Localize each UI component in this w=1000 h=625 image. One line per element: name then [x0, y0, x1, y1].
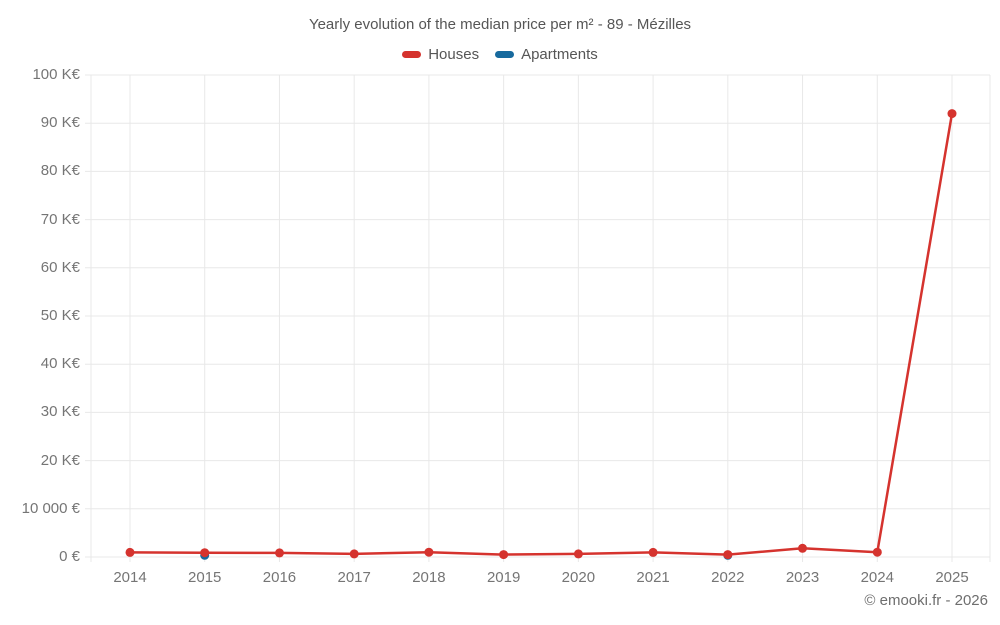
- attribution: © emooki.fr - 2026: [864, 592, 988, 609]
- data-point-houses-2024[interactable]: [872, 547, 882, 557]
- legend-item-apartments[interactable]: Apartments: [495, 46, 598, 63]
- chart-legend: Houses Apartments: [0, 45, 1000, 63]
- apartments-swatch-icon: [495, 50, 515, 58]
- data-point-houses-2022[interactable]: [723, 550, 733, 560]
- x-tick-label: 2021: [636, 569, 670, 586]
- y-tick-label: 20 K€: [40, 451, 80, 469]
- x-tick-label: 2024: [860, 569, 894, 586]
- x-tick-label: 2020: [561, 569, 596, 586]
- x-tick-label: 2022: [711, 569, 745, 586]
- x-tick-label: 2014: [113, 569, 147, 586]
- x-tick-label: 2018: [412, 569, 446, 586]
- data-point-houses-2020[interactable]: [573, 549, 583, 559]
- data-point-houses-2025[interactable]: [947, 109, 957, 119]
- x-tick-label: 2017: [337, 569, 371, 586]
- legend-label-houses: Houses: [428, 45, 480, 63]
- x-tick-label: 2015: [188, 569, 222, 586]
- y-tick-label: 40 K€: [40, 355, 80, 373]
- x-tick-label: 2023: [785, 569, 820, 586]
- legend-label-apartments: Apartments: [521, 45, 598, 63]
- y-tick-label: 10 000 €: [21, 499, 80, 517]
- houses-swatch-icon: [402, 50, 422, 58]
- y-tick-label: 100 K€: [32, 66, 80, 83]
- data-point-houses-2016[interactable]: [275, 548, 284, 558]
- houses-line: [128, 112, 954, 556]
- y-tick-label: 70 K€: [40, 210, 80, 228]
- x-tick-label: 2019: [486, 569, 521, 586]
- y-tick-label: 60 K€: [40, 258, 80, 276]
- x-tick-label: 2016: [262, 569, 297, 586]
- x-tick-label: 2025: [935, 569, 969, 586]
- y-tick-label: 80 K€: [40, 162, 80, 180]
- data-point-houses-2015[interactable]: [200, 548, 210, 558]
- data-point-houses-2019[interactable]: [499, 550, 509, 560]
- data-point-houses-2017[interactable]: [349, 549, 359, 559]
- y-tick-label: 0 €: [59, 548, 80, 565]
- data-point-houses-2014[interactable]: [125, 547, 135, 557]
- y-tick-label: 50 K€: [40, 307, 80, 324]
- data-point-houses-2018[interactable]: [424, 547, 434, 557]
- chart-title: Yearly evolution of the median price per…: [308, 16, 692, 33]
- data-point-houses-2023[interactable]: [798, 543, 807, 553]
- legend-item-houses[interactable]: Houses: [402, 46, 479, 63]
- y-tick-label: 30 K€: [40, 403, 80, 421]
- y-tick-label: 90 K€: [40, 114, 80, 132]
- data-point-houses-2021[interactable]: [648, 547, 658, 557]
